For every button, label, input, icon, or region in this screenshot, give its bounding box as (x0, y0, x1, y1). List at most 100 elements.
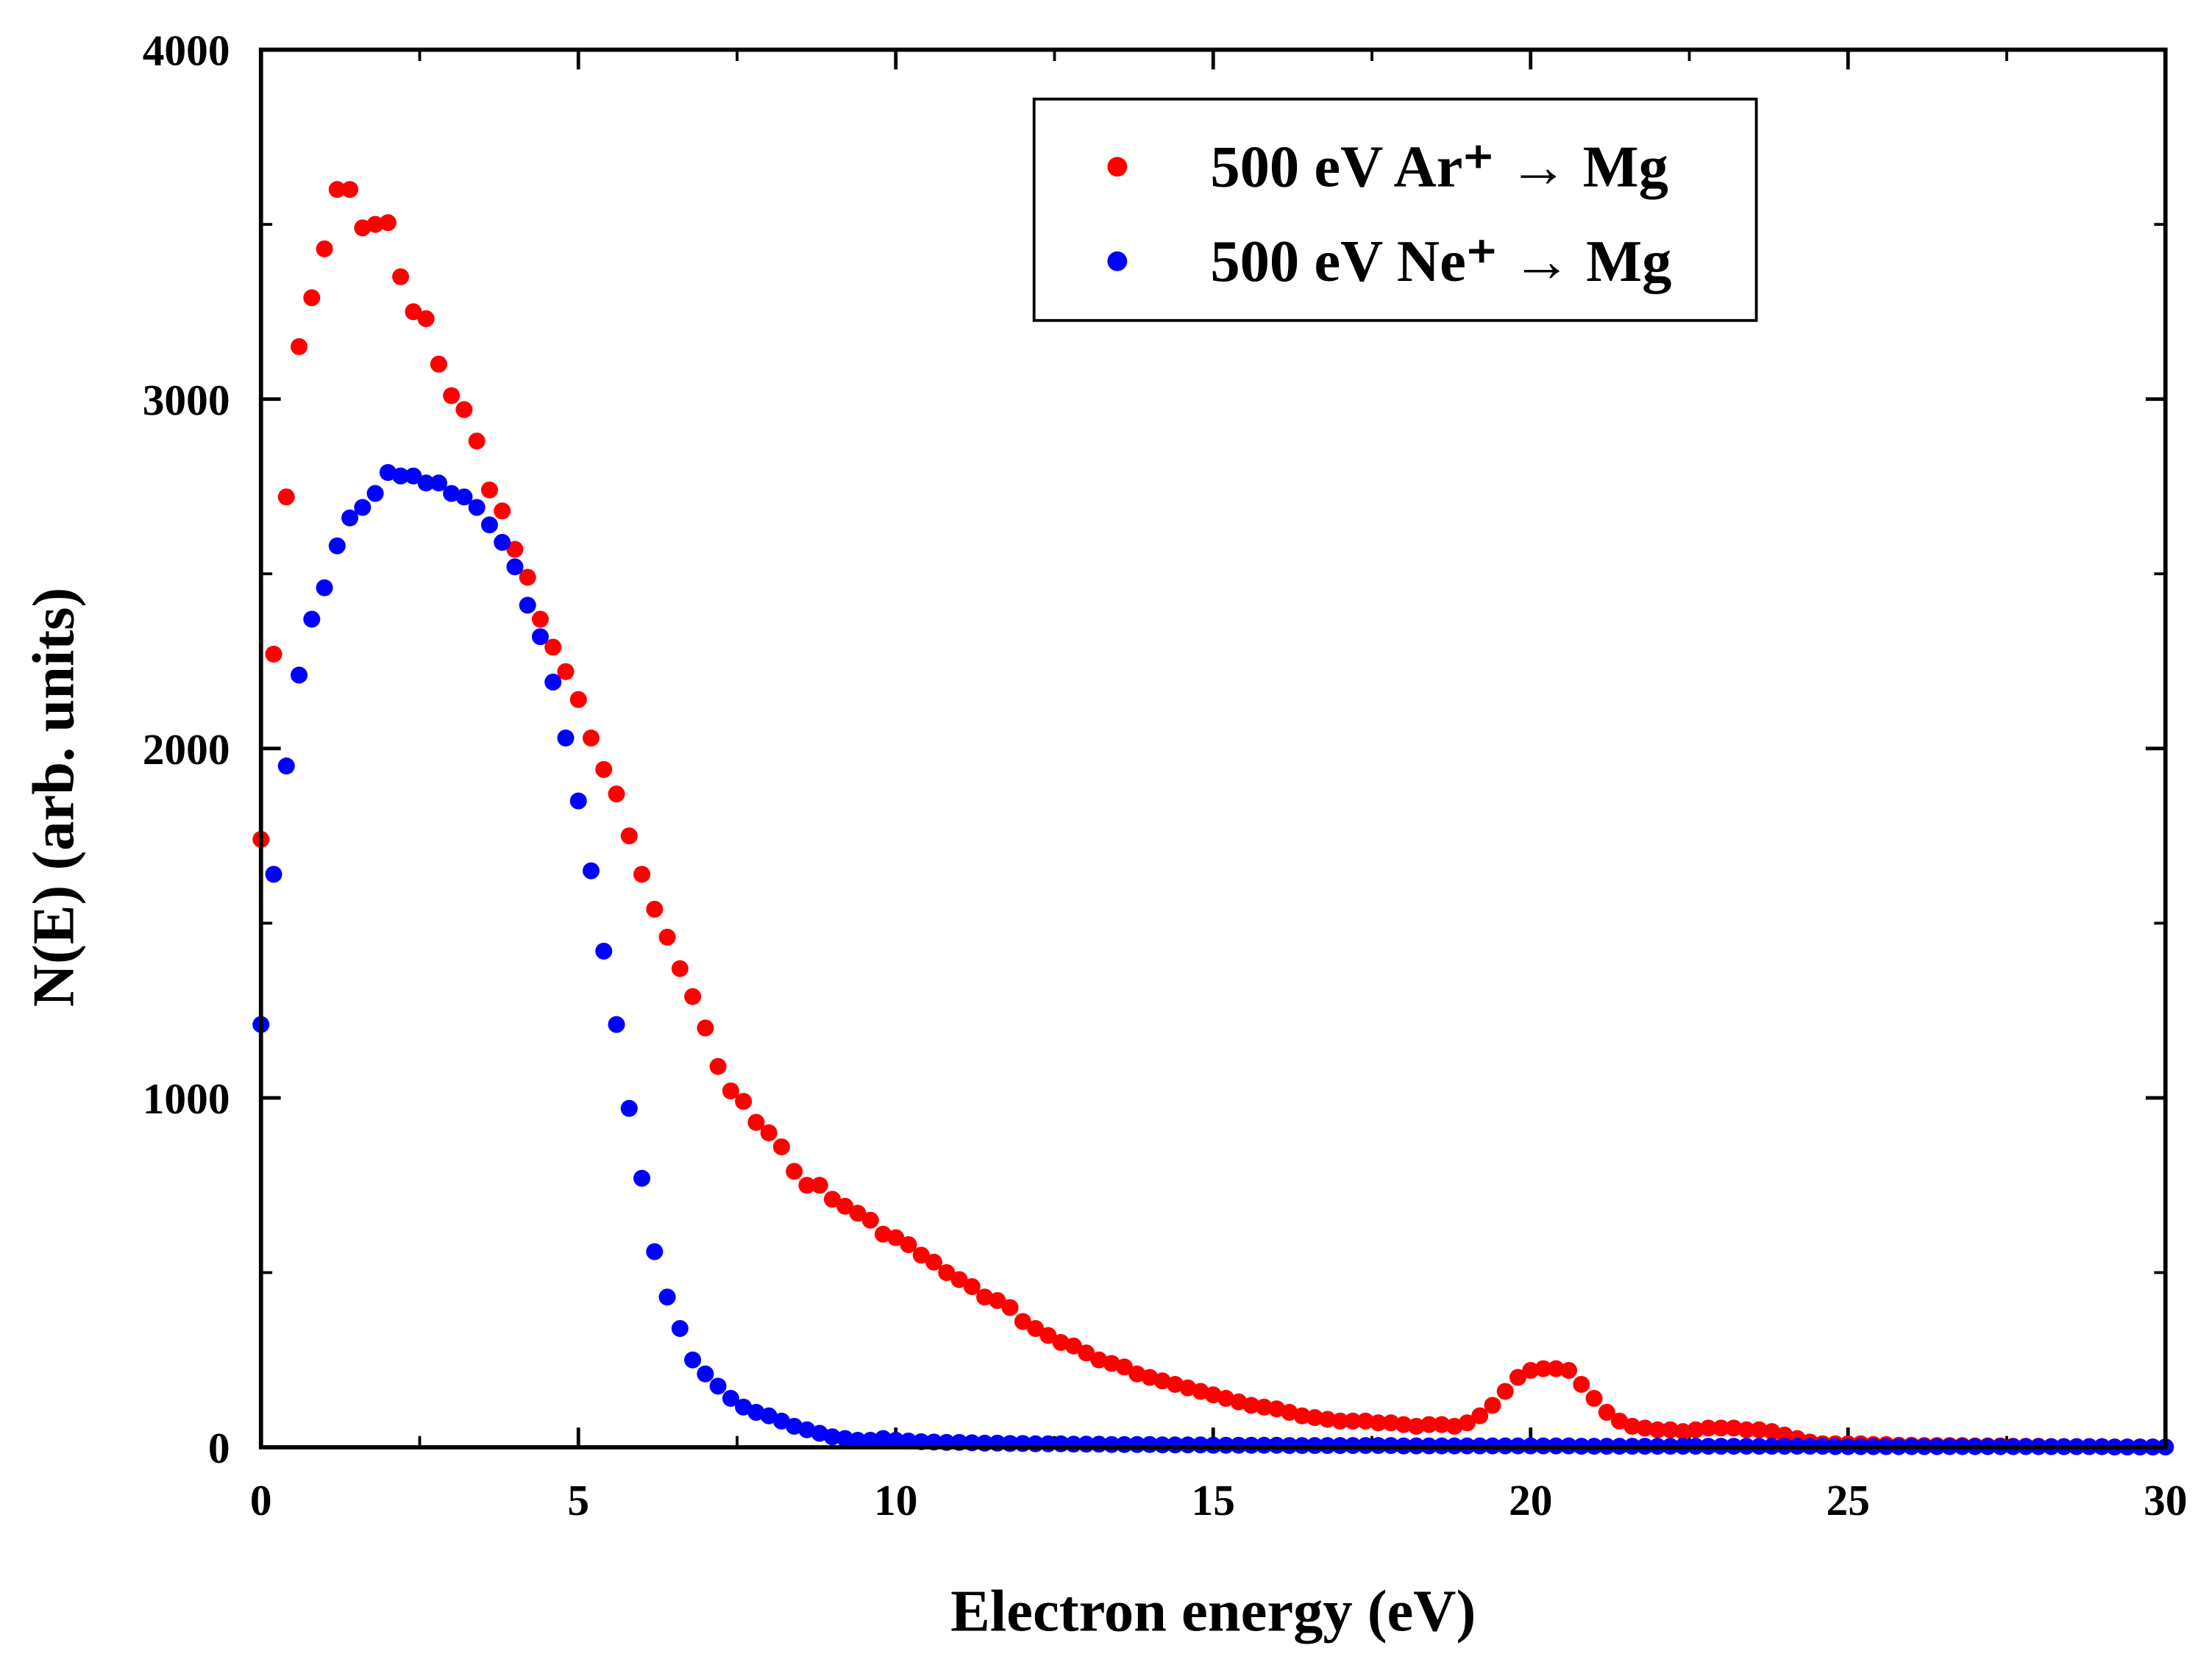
data-point (1395, 1416, 1412, 1433)
data-point (1103, 1355, 1120, 1372)
data-point (747, 1113, 765, 1131)
data-point (1585, 1390, 1603, 1408)
data-point (303, 610, 321, 628)
data-point (1115, 1358, 1133, 1376)
data-point (405, 467, 422, 485)
data-point (658, 928, 676, 946)
data-point (430, 474, 447, 492)
data-point (722, 1082, 739, 1099)
data-point (480, 481, 498, 499)
data-point (379, 214, 396, 232)
data-point (341, 181, 359, 199)
data-point (989, 1291, 1006, 1310)
x-tick-label: 0 (250, 1476, 272, 1524)
data-point (1306, 1409, 1323, 1427)
x-tick-label: 10 (874, 1476, 917, 1524)
data-point (583, 730, 600, 747)
data-point (1534, 1360, 1552, 1377)
data-point (861, 1211, 879, 1229)
data-point (709, 1058, 727, 1075)
data-point (760, 1124, 778, 1141)
y-tick-label: 1000 (143, 1074, 230, 1123)
data-point (379, 463, 396, 481)
data-point (531, 610, 549, 628)
data-point (823, 1428, 841, 1446)
data-point (468, 499, 486, 516)
data-point (1750, 1421, 1768, 1438)
data-point (506, 558, 524, 576)
data-point (1078, 1344, 1095, 1362)
data-point (417, 474, 435, 492)
data-point (1179, 1379, 1197, 1397)
data-point (595, 942, 613, 960)
data-point (480, 516, 498, 534)
data-point (760, 1407, 778, 1424)
data-point (887, 1432, 905, 1449)
data-point (1039, 1327, 1057, 1344)
x-tick-label: 5 (567, 1476, 589, 1524)
data-point (976, 1288, 994, 1306)
data-point (328, 181, 346, 199)
legend-label: 500 eV Ne⁺ → Mg (1210, 229, 1671, 294)
data-point (874, 1225, 892, 1243)
data-point (455, 488, 473, 506)
data-point (366, 485, 384, 502)
data-point (519, 568, 536, 586)
data-point (1458, 1414, 1476, 1432)
data-point (291, 666, 308, 684)
data-point (1001, 1299, 1019, 1316)
data-point (735, 1093, 753, 1110)
data-point (1052, 1334, 1070, 1352)
data-point (912, 1246, 930, 1264)
data-point (747, 1404, 765, 1422)
data-point (468, 432, 486, 450)
data-point (569, 691, 587, 708)
data-point (823, 1191, 841, 1208)
data-point (1573, 1376, 1590, 1394)
data-point (1014, 1313, 1031, 1330)
data-point (608, 785, 625, 803)
data-point (620, 1099, 638, 1117)
data-point (1649, 1421, 1666, 1438)
data-point (316, 240, 333, 257)
data-point (925, 1253, 943, 1271)
x-axis-label: Electron energy (eV) (950, 1578, 1476, 1644)
data-point (1699, 1419, 1717, 1437)
data-point (1166, 1376, 1184, 1394)
x-tick-label: 20 (1509, 1476, 1552, 1524)
data-point (1242, 1397, 1260, 1414)
data-point (811, 1424, 828, 1442)
data-point (595, 760, 613, 778)
data-point (443, 387, 460, 404)
data-point (874, 1430, 892, 1447)
data-point (900, 1235, 917, 1253)
data-point (1064, 1337, 1082, 1355)
data-point (430, 355, 447, 373)
data-point (963, 1277, 981, 1296)
data-point (544, 674, 562, 691)
y-axis-label: N(E) (arb. units) (21, 588, 87, 1007)
data-point (1738, 1421, 1755, 1438)
x-tick-label: 15 (1192, 1476, 1235, 1524)
data-point (798, 1421, 816, 1438)
data-point (1090, 1351, 1108, 1369)
y-tick-label: 0 (208, 1424, 230, 1472)
data-point (1611, 1412, 1629, 1430)
data-point (950, 1271, 968, 1288)
data-point (684, 988, 702, 1005)
data-point (633, 866, 651, 883)
data-point (709, 1377, 727, 1395)
data-point (265, 866, 282, 883)
plot-frame (258, 47, 2168, 1449)
data-point (1522, 1362, 1540, 1380)
data-point (557, 663, 575, 680)
data-point (1027, 1320, 1045, 1338)
plot-area (252, 181, 2174, 1456)
y-tick-label: 3000 (143, 376, 230, 424)
data-point (1382, 1414, 1400, 1432)
data-point (646, 900, 664, 918)
data-point (1763, 1423, 1781, 1441)
data-point (1636, 1419, 1654, 1437)
data-point (786, 1163, 803, 1180)
data-point (1217, 1390, 1235, 1408)
